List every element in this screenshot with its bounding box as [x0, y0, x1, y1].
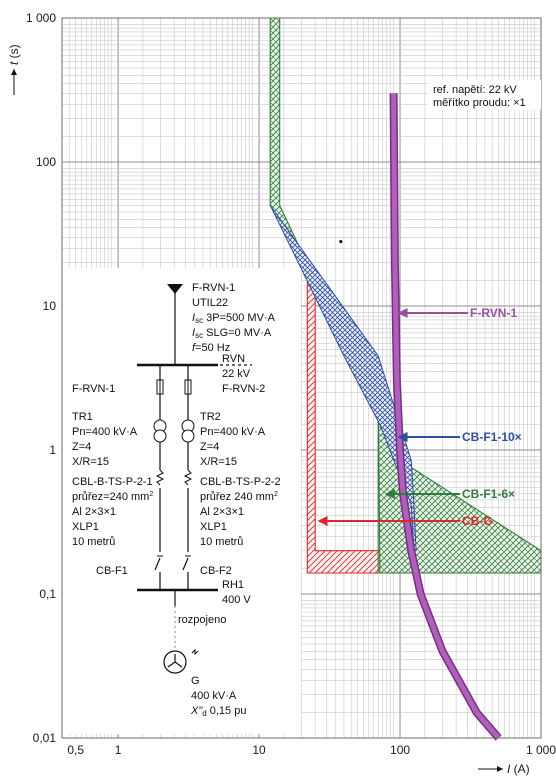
single-line-diagram: F-RVN-1 UTIL22 Isc 3P=500 MV·A Isc SLG=0 MV…: [63, 268, 301, 734]
pointer-arrowhead: [397, 308, 408, 318]
pointer-arrowhead: [384, 489, 395, 499]
bus-rvn-feeder: F-RVN-2: [222, 383, 265, 395]
y-tick-label: 10: [43, 299, 57, 313]
x-tick-label: 1: [115, 743, 122, 757]
note-line: měřítko proudu: ×1: [433, 97, 526, 109]
cb2-label: CB-F2: [200, 565, 232, 577]
series-label: CB-G: [462, 514, 493, 528]
x-axis-label: I (A): [507, 762, 530, 776]
source-freq-text: f=50 Hz: [192, 342, 230, 354]
cb1-label: CB-F1: [96, 565, 128, 577]
cable1-text: XLP1: [72, 521, 99, 533]
tr1-text: Z=4: [72, 441, 91, 453]
series-label: F-RVN-1: [470, 306, 517, 320]
axis-ticks: 0,5 1 10 100 1 000 0,01 0,1 1 10 100 1 000: [26, 11, 556, 757]
cable2-text: 10 metrů: [200, 536, 243, 548]
bus-rvn-voltage: 22 kV: [222, 368, 251, 380]
x-axis-arrowhead: [497, 766, 503, 772]
pointer-arrowhead: [397, 432, 408, 442]
branch-2-cable: [183, 469, 193, 486]
generator-star: [167, 654, 183, 668]
bus-rh1-name: RH1: [222, 579, 244, 591]
source-isc-text: Isc SLG=0 MV·A: [192, 327, 272, 340]
y-tick-label: 0,01: [33, 731, 57, 745]
marker-dot: [339, 240, 343, 244]
x-tick-label: 0,5: [67, 743, 84, 757]
note-bg: [428, 80, 541, 110]
branch-1-transformer-lv: [153, 429, 167, 443]
x-tick-label: 100: [390, 743, 410, 757]
y-axis-title: t (s): [7, 44, 21, 95]
source-text: F-RVN-1: [192, 282, 235, 294]
tr1-text: TR1: [72, 411, 93, 423]
tr1-text: Pn=400 kV·A: [72, 426, 138, 438]
series-label: CB-F1-10×: [462, 430, 522, 444]
bus-rh1-voltage: 400 V: [222, 594, 251, 606]
cable1-text: CBL-B-TS-P-2-1: [72, 476, 153, 488]
cable2-text: průřez 240 mm2: [200, 491, 278, 503]
branch-1-cable: [155, 469, 165, 486]
y-axis-label: t (s): [7, 44, 21, 65]
x-tick-label: 1 000: [526, 743, 556, 757]
cable2-text: CBL-B-TS-P-2-2: [200, 476, 281, 488]
y-axis-arrowhead: [11, 69, 17, 75]
bus-rvn-name: RVN: [222, 353, 245, 365]
series-label: CB-F1-6×: [462, 487, 515, 501]
branch-2-breaker: [182, 557, 189, 571]
gen-name: G: [191, 675, 200, 687]
y-tick-label: 1 000: [26, 11, 56, 25]
cable1-text: 10 metrů: [72, 536, 115, 548]
tr1-text: X/R=15: [72, 456, 109, 468]
cable2-text: XLP1: [200, 521, 227, 533]
generator-mark: [191, 648, 199, 656]
plot-border: [61, 17, 542, 739]
source-text: UTIL22: [192, 297, 228, 309]
fuse-label: F-RVN-1: [72, 383, 115, 395]
open-state: rozpojeno: [178, 614, 226, 626]
cable1-text: Al 2×3×1: [72, 506, 116, 518]
tr2-text: Pn=400 kV·A: [200, 426, 266, 438]
source-isc-text: Isc 3P=500 MV·A: [192, 312, 276, 325]
y-tick-label: 1: [49, 443, 56, 457]
y-tick-label: 100: [36, 155, 56, 169]
y-tick-label: 0,1: [39, 587, 56, 601]
series-pointers: F-RVN-1 CB-F1-10× CB-F1-6× CB-G: [317, 306, 522, 528]
cable1-text: průřez=240 mm2: [72, 491, 153, 503]
cable2-text: Al 2×3×1: [200, 506, 244, 518]
gen-power: 400 kV·A: [191, 690, 237, 702]
tr2-text: TR2: [200, 411, 221, 423]
pointer-arrowhead: [317, 516, 328, 526]
x-tick-label: 10: [252, 743, 266, 757]
note-line: ref. napětí: 22 kV: [433, 84, 517, 96]
branch-1-breaker: [154, 557, 161, 571]
tr2-text: Z=4: [200, 441, 219, 453]
branch-2-transformer-lv: [181, 429, 195, 443]
source-symbol: [167, 284, 183, 294]
tr2-text: X/R=15: [200, 456, 237, 468]
gen-reactance: X"d 0,15 pu: [190, 705, 246, 718]
